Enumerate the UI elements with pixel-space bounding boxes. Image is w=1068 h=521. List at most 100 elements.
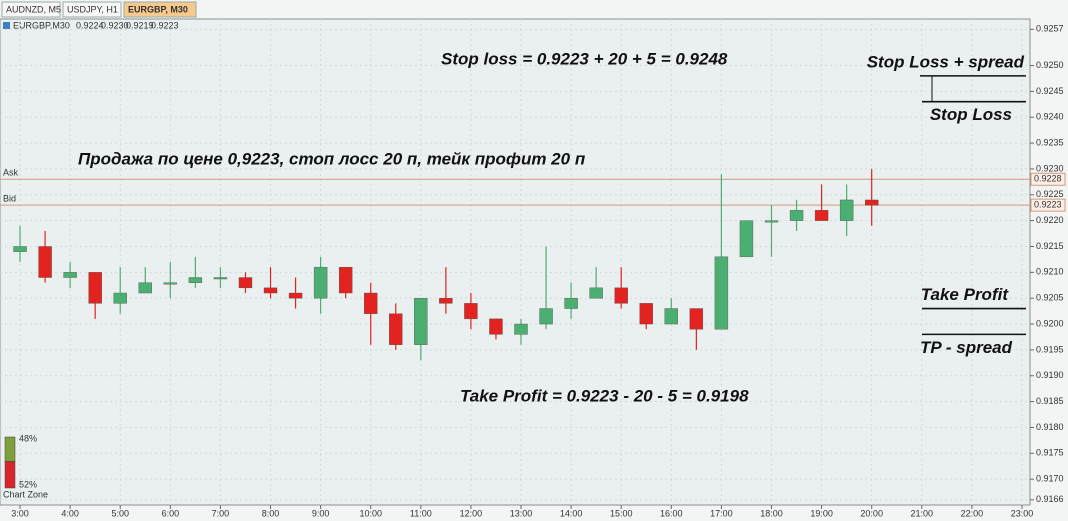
zone-label: 52%: [19, 479, 37, 489]
x-tick-label: 20:00: [860, 508, 883, 518]
x-tick-label: 15:00: [610, 508, 633, 518]
candle-body: [664, 308, 679, 325]
candle-body: [514, 323, 528, 335]
x-tick-label: 23:00: [1011, 508, 1034, 518]
x-tick-label: 8:00: [262, 508, 280, 518]
candle-body: [138, 282, 152, 294]
candle-body: [539, 308, 553, 325]
candle-body: [163, 282, 178, 285]
y-tick-label: 0.9220: [1036, 215, 1064, 225]
candle-body: [414, 297, 428, 345]
candle-body: [63, 272, 77, 278]
ask-price-box: [1030, 172, 1066, 186]
x-tick-label: 12:00: [460, 508, 483, 518]
candle-body: [213, 277, 228, 280]
y-tick-label: 0.9166: [1036, 494, 1064, 504]
x-tick-label: 14:00: [560, 508, 583, 518]
y-tick-label: 0.9200: [1036, 318, 1064, 328]
candle-body: [188, 277, 203, 283]
tab-label[interactable]: EURGBP, M30: [128, 4, 188, 14]
candle-body: [489, 318, 503, 335]
candle-body: [238, 277, 253, 289]
quote: 0.9219: [126, 20, 154, 30]
x-tick-label: 9:00: [312, 508, 330, 518]
candle-body: [564, 297, 578, 309]
candle-body: [313, 266, 328, 299]
candle-body: [439, 297, 453, 304]
x-tick-label: 6:00: [162, 508, 180, 518]
ask-label: Ask: [3, 168, 19, 178]
annotation: Take Profit = 0.9223 - 20 - 5 = 0.9198: [460, 386, 749, 405]
x-tick-label: 22:00: [961, 508, 984, 518]
x-tick-label: 19:00: [810, 508, 833, 518]
quote: 0.9224: [76, 20, 104, 30]
y-tick-label: 0.9225: [1036, 189, 1064, 199]
tab-label[interactable]: USDJPY, H1: [67, 4, 118, 14]
y-tick-label: 0.9190: [1036, 370, 1064, 380]
candle-body: [789, 210, 804, 221]
quote: 0.9230: [101, 20, 129, 30]
symbol: EURGBP,M30: [13, 20, 70, 30]
y-tick-label: 0.9185: [1036, 396, 1064, 406]
candle-body: [764, 220, 779, 223]
x-tick-label: 4:00: [61, 508, 79, 518]
x-tick-label: 16:00: [660, 508, 683, 518]
candle-body: [589, 287, 603, 299]
y-tick-label: 0.9195: [1036, 344, 1064, 354]
symbol-icon: [3, 22, 10, 29]
candle-body: [288, 292, 303, 299]
tab[interactable]: [62, 1, 122, 18]
candle-body: [13, 246, 27, 252]
annotation: Продажа по цене 0,9223, стоп лосс 20 п, …: [78, 149, 586, 168]
y-tick-label: 0.9170: [1036, 474, 1064, 484]
candle-body: [464, 303, 478, 320]
y-tick-label: 0.9215: [1036, 241, 1064, 251]
zone-bar: [4, 461, 16, 489]
zone-label: 48%: [19, 433, 37, 443]
y-tick-label: 0.9210: [1036, 267, 1064, 277]
level-label: Stop Loss + spread: [867, 52, 1025, 71]
candle-body: [714, 256, 729, 330]
y-tick-label: 0.9175: [1036, 448, 1064, 458]
plot-area: [0, 18, 1031, 506]
bid-label: Bid: [3, 194, 16, 204]
zone-bar: [4, 436, 16, 462]
tab[interactable]: [1, 1, 61, 18]
candle-body: [614, 287, 628, 304]
candle-body: [389, 313, 403, 345]
y-tick-label: 0.9240: [1036, 112, 1064, 122]
x-tick-label: 11:00: [410, 508, 432, 518]
candle-body: [639, 303, 653, 325]
quote: 0.9223: [151, 20, 179, 30]
candle-body: [263, 287, 278, 294]
y-tick-label: 0.9235: [1036, 137, 1064, 147]
level-label: Take Profit: [921, 285, 1010, 304]
tab-label[interactable]: AUDNZD, M5: [6, 4, 61, 14]
x-tick-label: 5:00: [111, 508, 129, 518]
y-tick-label: 0.9250: [1036, 60, 1064, 70]
level-label: Stop Loss: [930, 105, 1012, 124]
x-tick-label: 18:00: [760, 508, 783, 518]
candle-body: [839, 199, 854, 221]
tab[interactable]: [123, 1, 197, 18]
annotation: Stop loss = 0.9223 + 20 + 5 = 0.9248: [441, 49, 728, 68]
candle-body: [113, 292, 127, 304]
y-tick-label: 0.9257: [1036, 24, 1064, 34]
candle-body: [364, 292, 378, 314]
candle-body: [739, 220, 754, 258]
candle-body: [689, 308, 704, 330]
candle-body: [338, 266, 353, 294]
candle-body: [814, 210, 829, 221]
y-tick-label: 0.9180: [1036, 422, 1064, 432]
level-label: TP - spread: [920, 338, 1013, 357]
x-tick-label: 13:00: [510, 508, 533, 518]
y-tick-label: 0.9245: [1036, 86, 1064, 96]
y-tick-label: 0.9230: [1036, 163, 1064, 173]
candle-body: [88, 272, 102, 304]
x-tick-label: 17:00: [710, 508, 733, 518]
x-tick-label: 21:00: [911, 508, 934, 518]
bid-price: 0.9223: [1034, 200, 1062, 210]
ask-price: 0.9228: [1034, 174, 1062, 184]
